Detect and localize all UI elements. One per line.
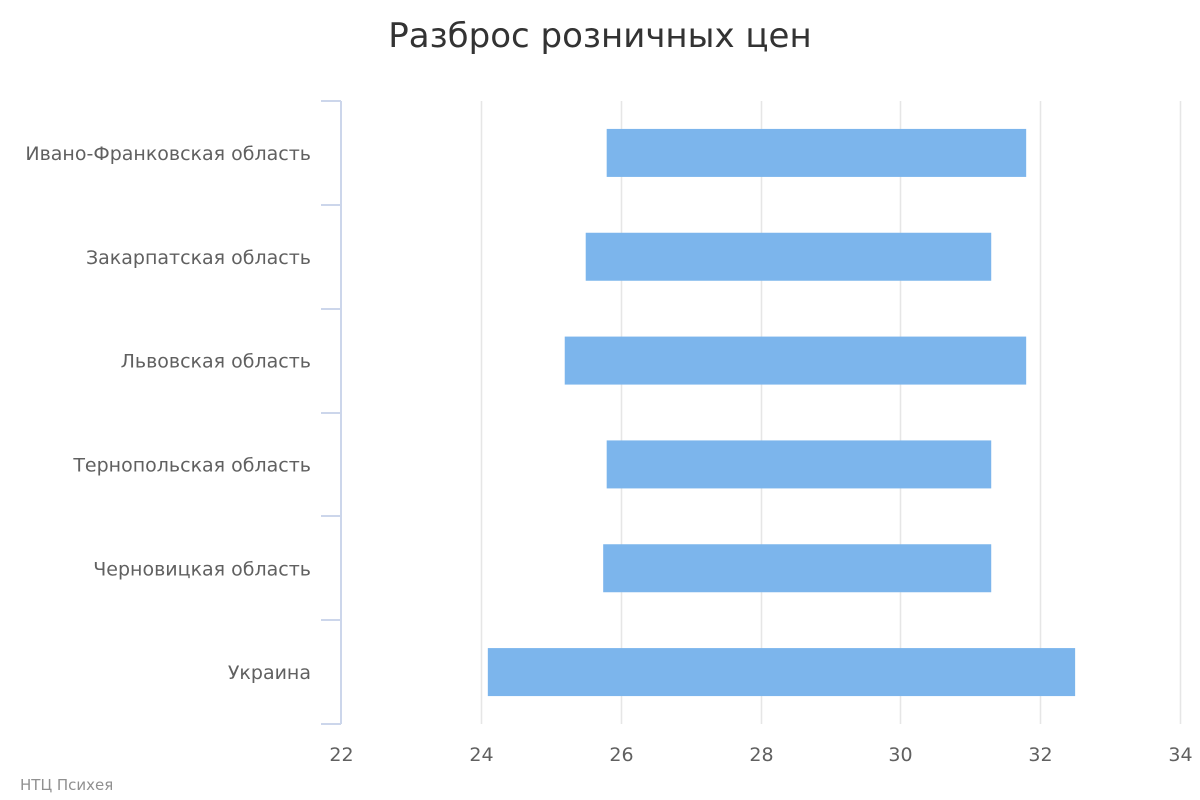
x-tick-label: 28 — [749, 744, 773, 766]
category-label: Ивано-Франковская область — [25, 143, 311, 165]
x-axis-tick-labels: 22 24 26 28 30 32 34 — [329, 744, 1192, 766]
category-label: Украина — [228, 662, 311, 684]
category-label: Черновицкая область — [93, 558, 311, 580]
category-label: Закарпатская область — [86, 247, 311, 269]
range-bar — [585, 232, 992, 281]
range-bar — [603, 544, 992, 593]
credits-text: НТЦ Психея — [20, 776, 113, 794]
range-bar — [564, 336, 1027, 385]
x-tick-label: 34 — [1168, 744, 1192, 766]
gridlines — [480, 101, 1182, 724]
chart-title: Разброс розничных цен — [388, 16, 811, 56]
category-label: Тернопольская область — [72, 454, 311, 476]
category-axis — [321, 100, 342, 725]
range-bar — [606, 440, 992, 489]
category-label: Львовская область — [121, 351, 311, 373]
bars — [487, 128, 1076, 697]
x-tick-label: 30 — [888, 744, 912, 766]
x-tick-label: 22 — [329, 744, 353, 766]
category-labels: Ивано-Франковская область Закарпатская об… — [25, 143, 311, 684]
x-tick-label: 24 — [469, 744, 493, 766]
range-bar — [606, 128, 1027, 177]
x-tick-label: 32 — [1028, 744, 1052, 766]
x-tick-label: 26 — [609, 744, 633, 766]
range-bar — [487, 648, 1076, 697]
